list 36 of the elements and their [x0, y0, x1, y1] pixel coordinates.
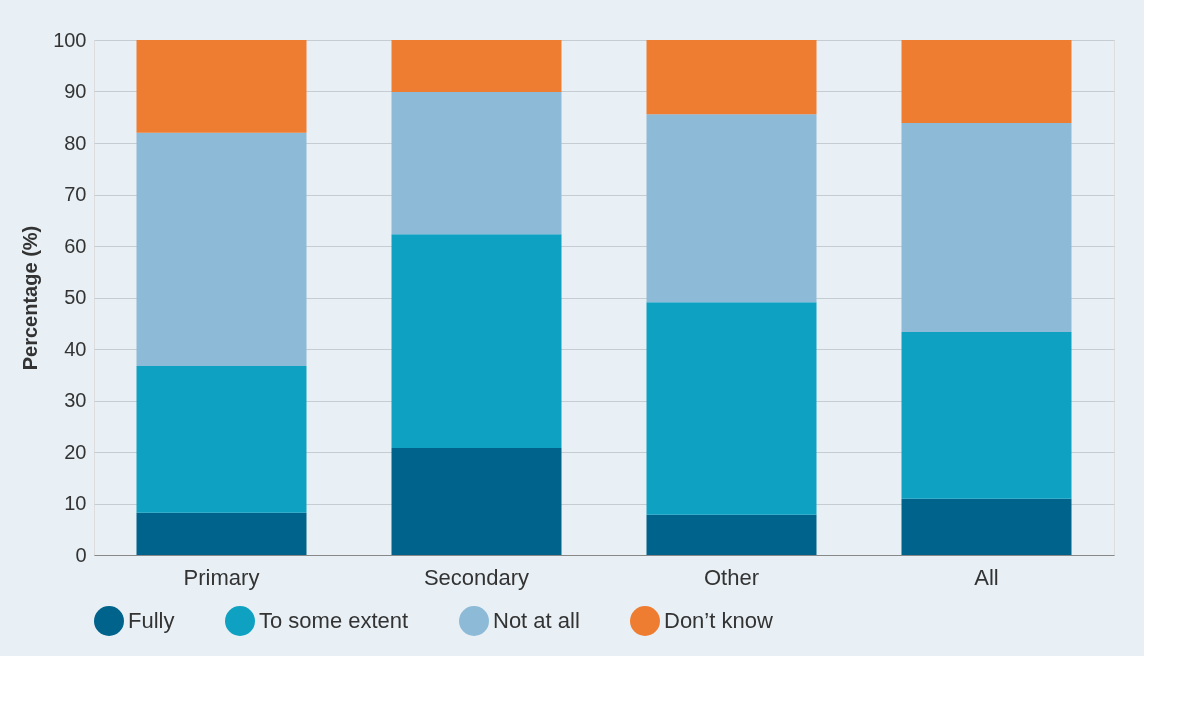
y-tick-label: 10 [64, 492, 87, 514]
x-tick-label: Primary [183, 564, 260, 590]
bar [901, 40, 1072, 123]
bar [646, 514, 817, 555]
bar [391, 92, 562, 235]
bar [901, 332, 1072, 499]
legend-label: Fully [128, 608, 175, 633]
bar [646, 40, 817, 115]
bar [646, 302, 817, 515]
bar [391, 447, 562, 555]
bar [391, 40, 562, 93]
y-tick-label: 100 [53, 28, 87, 51]
bar [136, 40, 307, 133]
legend-label: Don’t know [664, 608, 773, 633]
x-tick-label: Other [703, 564, 760, 590]
bar [136, 512, 307, 555]
y-tick-label: 20 [64, 440, 87, 463]
bar [901, 122, 1072, 333]
y-axis-title: Percentage (%) [19, 225, 42, 371]
bar [136, 132, 307, 366]
y-tick-label: 30 [64, 389, 87, 411]
y-tick-label: 40 [64, 337, 87, 360]
bar [901, 498, 1072, 555]
x-tick-label: Secondary [423, 564, 530, 590]
bar [646, 114, 817, 303]
bar [391, 234, 562, 448]
y-tick-label: 90 [64, 80, 87, 102]
y-tick-label: 80 [64, 131, 87, 154]
legend-label: Not at all [493, 608, 580, 633]
bar [136, 366, 307, 513]
y-tick-label: 50 [64, 286, 87, 308]
legend-label: To some extent [259, 608, 409, 633]
x-tick-label: All [974, 564, 999, 590]
y-tick-label: 70 [64, 183, 87, 205]
y-tick-label: 60 [64, 234, 87, 257]
y-tick-label: 0 [75, 543, 87, 566]
